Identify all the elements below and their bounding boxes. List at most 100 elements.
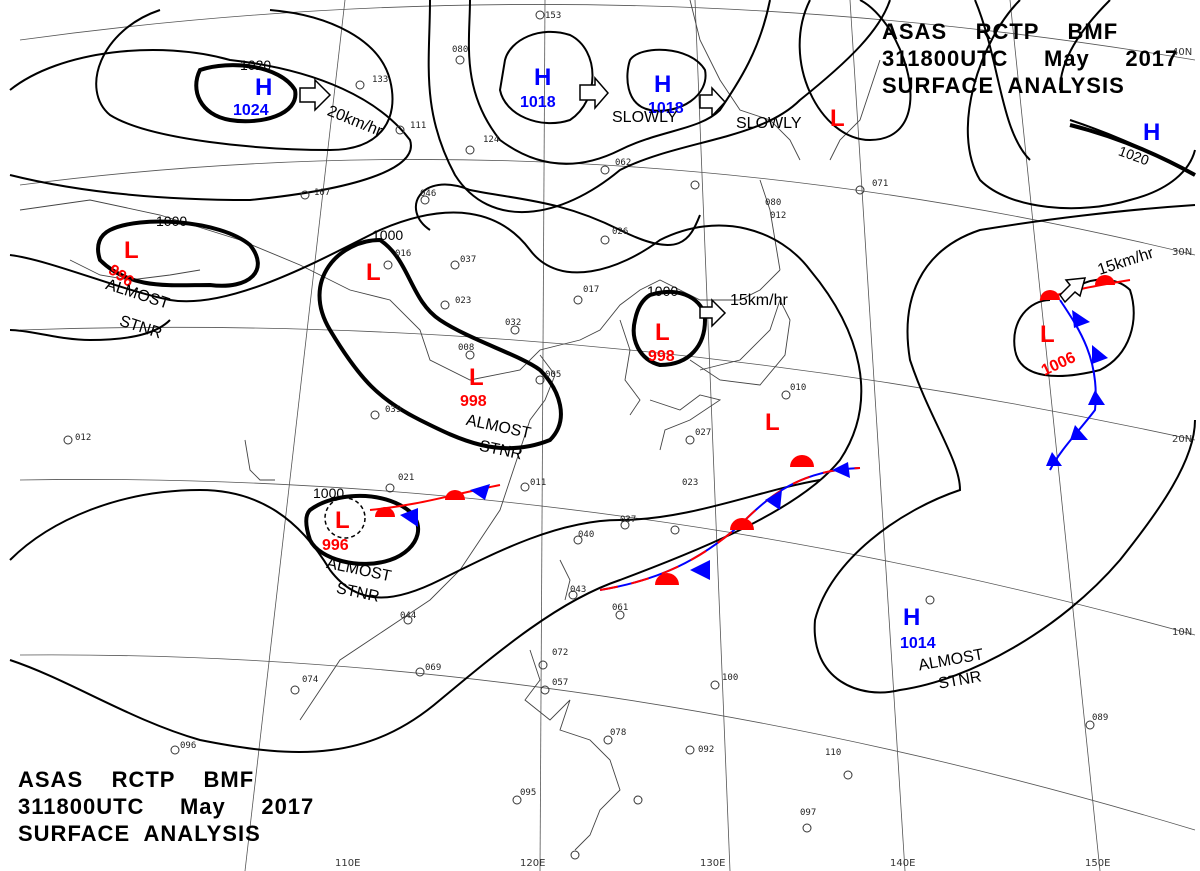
graticule [19,0,1196,871]
station-value: 110 [825,748,841,758]
motion-speed-label: 15km/hr [730,292,788,309]
station-value: 074 [302,675,318,685]
lon-label-130e: 130E [700,858,725,869]
station-value: 023 [455,296,471,306]
station-value: 032 [505,318,521,328]
station-value: 043 [570,585,586,595]
motion-speed-label: SLOWLY [736,115,802,132]
station-markers [63,10,1095,860]
station-value: 005 [545,370,561,380]
motion-arrows [299,75,1087,328]
chart-title-bottom-left: ASAS RCTP BMF 311800UTC May 2017 SURFACE… [18,766,314,847]
station-value: 095 [520,788,536,798]
lat-label-40n: 40N [1172,47,1192,58]
isobars-bold [96,63,1196,566]
station-value: 089 [1092,713,1108,723]
title-line-1: ASAS RCTP BMF [18,767,255,792]
station-value: 092 [698,745,714,755]
motion-arrow [299,78,332,112]
lon-label-120e: 120E [520,858,545,869]
station-value: 044 [400,611,416,621]
station-value: 037 [620,515,636,525]
station-value: 008 [458,343,474,353]
station-value: 057 [552,678,568,688]
chart-title-top-right: ASAS RCTP BMF 311800UTC May 2017 SURFACE… [882,18,1178,99]
station-value: 080 [765,198,781,208]
station-value: 100 [722,673,738,683]
station-value: 021 [398,473,414,483]
title-line-1: ASAS RCTP BMF [882,19,1119,44]
station-value: 124 [483,135,499,145]
low-center-pressure: 998 [648,348,675,365]
title-line-2: 311800UTC May 2017 [18,794,315,819]
motion-arrow [699,86,727,118]
low-center-marker: L [124,237,139,264]
low-center-marker: L [765,409,780,436]
station-value: 072 [552,648,568,658]
station-value: 012 [770,211,786,221]
title-line-3: SURFACE ANALYSIS [18,821,261,846]
station-value: 153 [545,11,561,21]
low-center-marker: L [366,259,381,286]
isobar-label: 1020 [240,57,271,73]
motion-speed-label: SLOWLY [612,109,678,126]
lat-label-10n: 10N [1172,627,1192,638]
isobar-label: 1000 [372,227,403,243]
station-value: 111 [410,121,426,131]
lon-label-150e: 150E [1085,858,1110,869]
station-value: 046 [420,189,436,199]
high-center-pressure: 1018 [520,94,556,111]
station-value: 061 [612,603,628,613]
title-line-3: SURFACE ANALYSIS [882,73,1125,98]
lat-label-20n: 20N [1172,434,1192,445]
lon-label-110e: 110E [335,858,360,869]
low-center-marker: L [655,319,670,346]
station-value: 023 [682,478,698,488]
station-value: 062 [615,158,631,168]
low-center-marker: L [1040,321,1055,348]
station-value: 078 [610,728,626,738]
station-value: 016 [395,249,411,259]
isobars [9,0,1196,753]
station-value: 080 [452,45,468,55]
motion-arrow [579,75,609,111]
isobar-label: 1000 [647,283,678,299]
isobar-label: 1000 [156,213,187,229]
station-value: 107 [314,188,330,198]
high-centers: H 1024 H 1018 H 1018 H 1014 H [233,64,1160,652]
station-value: 040 [578,530,594,540]
low-center-pressure: 998 [460,393,487,410]
lat-label-30n: 30N [1172,247,1192,258]
fronts [324,275,1131,591]
station-value: 071 [872,179,888,189]
high-center-pressure: 1018 [648,100,684,117]
station-value: 017 [583,285,599,295]
motion-labels: 20km/hr SLOWLY SLOWLY 15km/hr 15km/hr [325,103,1157,309]
high-center-marker: H [654,71,671,98]
high-center-pressure: 1014 [900,635,936,652]
high-center-pressure: 1024 [233,102,269,119]
station-value: 037 [460,255,476,265]
station-value: 039 [385,405,401,415]
high-center-marker: H [1143,119,1160,146]
station-value: 096 [180,741,196,751]
motion-arrow [1059,277,1087,304]
low-center-pressure: 996 [322,537,349,554]
low-center-marker: L [830,105,845,132]
high-center-marker: H [903,604,920,631]
lon-label-140e: 140E [890,858,915,869]
low-center-marker: L [335,507,350,534]
title-line-2: 311800UTC May 2017 [882,46,1179,71]
station-value: 012 [75,433,91,443]
isobar-label: 1000 [313,485,344,501]
high-center-marker: H [534,64,551,91]
lat-lon-labels: 40N 30N 20N 10N 110E 120E 130E 140E 150E [335,47,1192,869]
station-value: 097 [800,808,816,818]
station-observations: 153 080 133 124 111 107 046 016 037 023 … [75,11,1108,818]
high-center-marker: H [255,74,272,101]
low-centers: L 996 L L 998 L 998 L 996 L 1006 L L [105,105,1078,554]
station-value: 026 [612,227,628,237]
station-value: 011 [530,478,546,488]
station-value: 133 [372,75,388,85]
